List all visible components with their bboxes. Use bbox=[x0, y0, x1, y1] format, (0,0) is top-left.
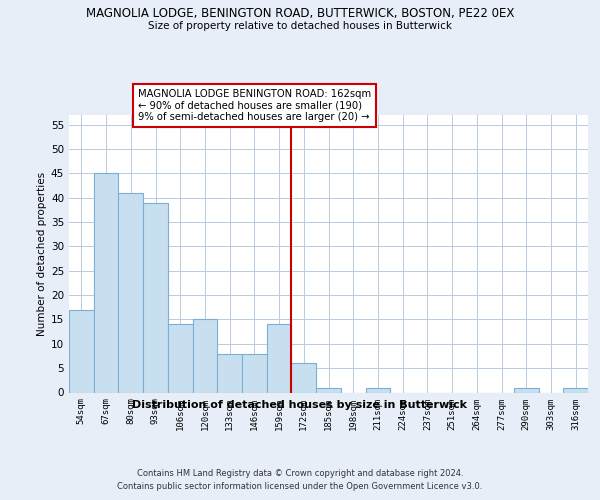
Bar bbox=[168, 324, 193, 392]
Bar bbox=[217, 354, 242, 393]
Bar bbox=[143, 202, 168, 392]
Bar bbox=[316, 388, 341, 392]
Text: Contains public sector information licensed under the Open Government Licence v3: Contains public sector information licen… bbox=[118, 482, 482, 491]
Y-axis label: Number of detached properties: Number of detached properties bbox=[37, 172, 47, 336]
Bar bbox=[563, 388, 588, 392]
Bar bbox=[292, 364, 316, 392]
Bar bbox=[94, 174, 118, 392]
Bar bbox=[118, 193, 143, 392]
Bar bbox=[365, 388, 390, 392]
Bar bbox=[69, 310, 94, 392]
Text: MAGNOLIA LODGE BENINGTON ROAD: 162sqm
← 90% of detached houses are smaller (190): MAGNOLIA LODGE BENINGTON ROAD: 162sqm ← … bbox=[138, 89, 371, 122]
Bar bbox=[267, 324, 292, 392]
Bar bbox=[514, 388, 539, 392]
Text: Distribution of detached houses by size in Butterwick: Distribution of detached houses by size … bbox=[133, 400, 467, 410]
Text: Contains HM Land Registry data © Crown copyright and database right 2024.: Contains HM Land Registry data © Crown c… bbox=[137, 469, 463, 478]
Text: Size of property relative to detached houses in Butterwick: Size of property relative to detached ho… bbox=[148, 21, 452, 31]
Bar bbox=[193, 320, 217, 392]
Bar bbox=[242, 354, 267, 393]
Text: MAGNOLIA LODGE, BENINGTON ROAD, BUTTERWICK, BOSTON, PE22 0EX: MAGNOLIA LODGE, BENINGTON ROAD, BUTTERWI… bbox=[86, 8, 514, 20]
